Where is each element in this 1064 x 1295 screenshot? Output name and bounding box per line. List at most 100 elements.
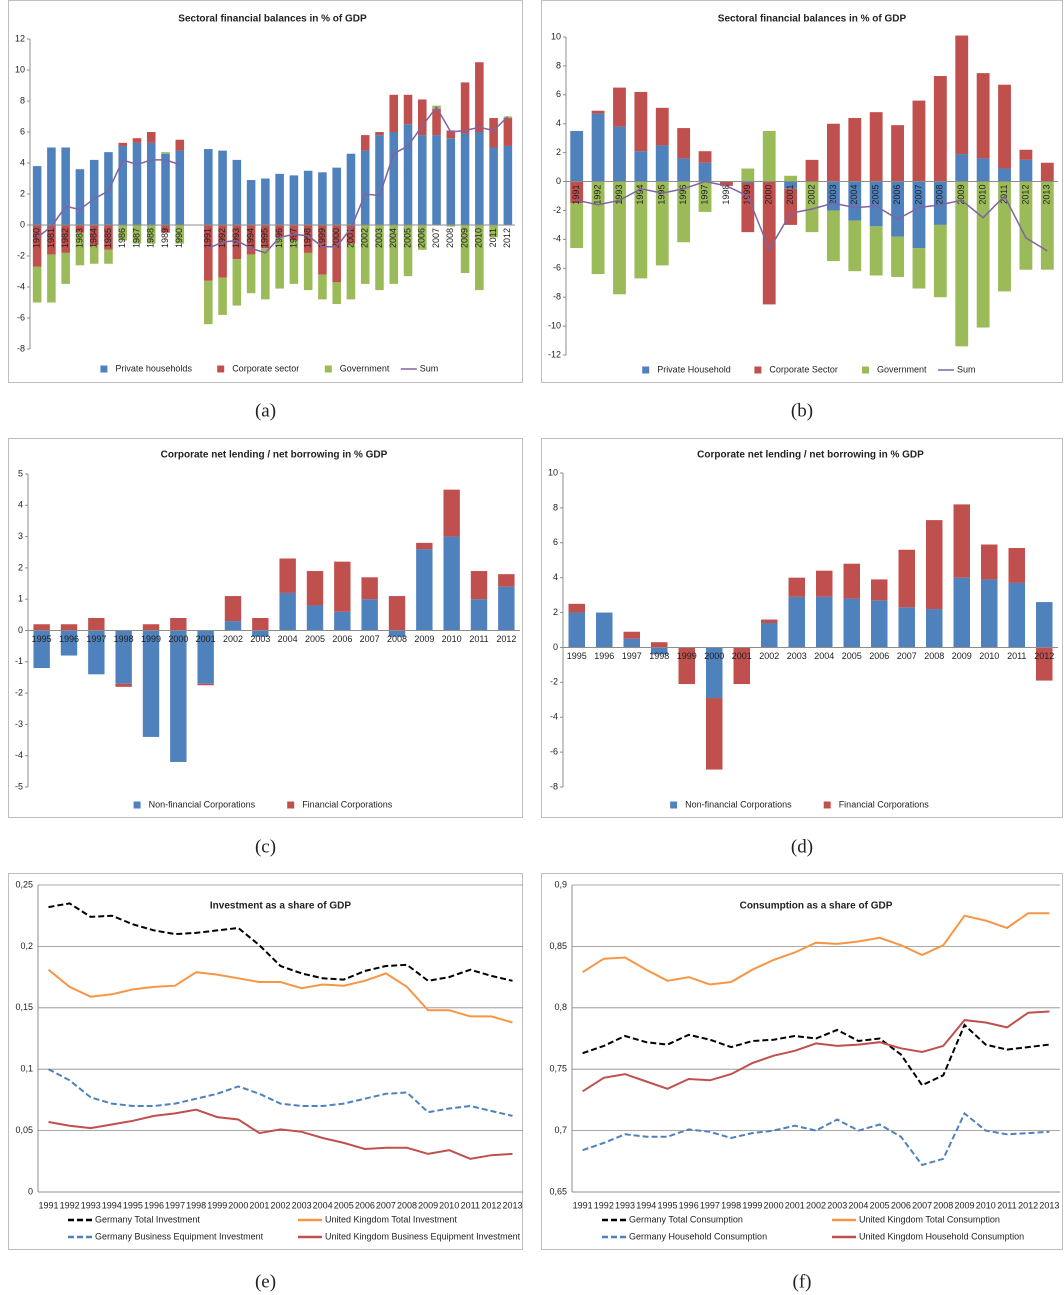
bar (1040, 162, 1054, 182)
bar (955, 35, 969, 155)
line (582, 912, 1050, 986)
x-tick-label: 1996 (594, 651, 614, 661)
bar (443, 536, 460, 631)
bar (132, 142, 142, 225)
bar (88, 617, 105, 631)
bar (346, 153, 356, 225)
bar (443, 489, 460, 537)
caption: (a) (255, 400, 276, 421)
bar (375, 225, 384, 291)
bar (706, 698, 723, 770)
bar (279, 592, 296, 631)
legend-label: Financial Corporations (839, 799, 930, 809)
bar (47, 225, 56, 255)
y-tick-label: 10 (551, 31, 561, 41)
x-tick-label: 2004 (814, 651, 834, 661)
x-tick-label: 1997 (288, 228, 298, 248)
legend-label: United Kingdom Total Consumption (859, 1214, 1000, 1224)
bar (816, 596, 833, 648)
x-tick-label: 2003 (374, 228, 384, 248)
bar (360, 225, 370, 284)
bar (869, 226, 883, 276)
y-tick-label: 0,25 (15, 879, 33, 889)
x-tick-label: 1999 (207, 1200, 227, 1210)
line (582, 1010, 1050, 1093)
y-tick-label: 10 (548, 467, 558, 477)
bar (161, 153, 170, 225)
y-tick-label: 2 (18, 562, 23, 572)
y-tick-label: 5 (18, 468, 23, 478)
bar (489, 147, 498, 225)
bar (33, 624, 50, 631)
y-tick-label: -8 (550, 781, 558, 791)
caption: (b) (791, 400, 813, 421)
y-tick-label: -8 (553, 292, 561, 302)
bar (634, 91, 648, 152)
bar (446, 138, 456, 225)
bar (788, 596, 805, 648)
x-tick-label: 1998 (303, 228, 313, 248)
bar (418, 99, 427, 136)
x-tick-label: 2003 (787, 651, 807, 661)
x-tick-label: 1993 (614, 185, 624, 205)
bar (388, 630, 406, 637)
x-tick-label: 1996 (144, 1200, 164, 1210)
x-tick-label: 2013 (502, 1200, 522, 1210)
y-tick-label: 0 (553, 642, 558, 652)
x-tick-label: 1999 (742, 1200, 762, 1210)
x-tick-label: 2010 (442, 634, 462, 644)
legend-swatch (324, 365, 332, 373)
x-tick-label: 2010 (978, 185, 988, 205)
bar (591, 113, 605, 182)
x-tick-label: 2007 (431, 228, 441, 248)
x-tick-label: 2008 (924, 651, 944, 661)
x-tick-label: 2005 (305, 634, 325, 644)
x-tick-label: 2008 (445, 228, 455, 248)
x-tick-label: 1994 (636, 1200, 656, 1210)
bar (261, 178, 270, 225)
bar (289, 175, 299, 225)
legend-swatch (100, 365, 108, 373)
x-tick-label: 2012 (496, 634, 516, 644)
bar (104, 225, 113, 250)
y-tick-label: -12 (548, 349, 561, 359)
x-tick-label: 1995 (32, 634, 52, 644)
x-tick-label: 2000 (764, 185, 774, 205)
x-tick-label: 2006 (332, 634, 352, 644)
bar (60, 624, 78, 631)
y-tick-label: 0,65 (549, 1186, 567, 1196)
bar (132, 138, 142, 143)
legend-label: Non-financial Corporations (685, 799, 792, 809)
bar (1040, 181, 1054, 270)
x-tick-label: 2011 (999, 185, 1009, 204)
bar (204, 225, 213, 281)
bar (403, 124, 413, 225)
x-tick-label: 1991 (571, 185, 581, 205)
legend-label: Germany Total Consumption (629, 1214, 743, 1224)
bar (346, 243, 356, 300)
bar (475, 62, 484, 132)
bar (146, 132, 156, 143)
bar (33, 630, 50, 669)
x-tick-label: 2011 (997, 1200, 1016, 1210)
x-tick-label: 2012 (502, 228, 512, 248)
x-tick-label: 2007 (912, 1200, 932, 1210)
x-tick-label: 1983 (74, 228, 84, 248)
bar (475, 225, 484, 291)
caption: (f) (793, 1271, 812, 1292)
x-tick-label: 1992 (217, 228, 227, 248)
x-tick-label: 2001 (345, 228, 355, 248)
y-tick-label: 0,15 (15, 1002, 33, 1012)
bar (360, 135, 370, 151)
x-tick-label: 2010 (976, 1200, 996, 1210)
y-tick-label: -4 (15, 750, 23, 760)
y-tick-label: -6 (17, 312, 25, 322)
x-tick-label: 2008 (933, 1200, 953, 1210)
line (48, 1108, 513, 1160)
bar (252, 617, 269, 631)
legend-label: Sum (420, 363, 439, 373)
x-tick-label: 1987 (131, 228, 141, 248)
bar (741, 181, 755, 183)
bar (1036, 647, 1053, 681)
x-tick-label: 1995 (123, 1200, 143, 1210)
